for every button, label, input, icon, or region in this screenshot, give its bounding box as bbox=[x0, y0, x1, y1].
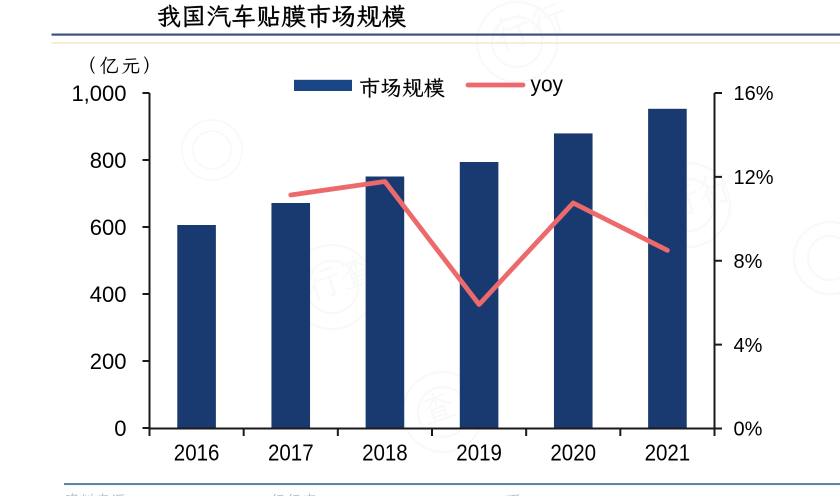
svg-text:8%: 8% bbox=[734, 251, 763, 273]
svg-text:800: 800 bbox=[90, 148, 127, 173]
svg-text:yoy: yoy bbox=[531, 71, 564, 96]
svg-text:0: 0 bbox=[114, 416, 126, 441]
svg-text:4%: 4% bbox=[734, 335, 763, 357]
svg-text:2021: 2021 bbox=[645, 440, 691, 466]
svg-text:12%: 12% bbox=[734, 167, 774, 189]
svg-text:2016: 2016 bbox=[174, 440, 220, 466]
svg-text:200: 200 bbox=[90, 349, 127, 374]
svg-text:2017: 2017 bbox=[268, 440, 314, 466]
svg-text:400: 400 bbox=[90, 282, 127, 307]
svg-text:16%: 16% bbox=[734, 83, 774, 105]
svg-text:600: 600 bbox=[90, 215, 127, 240]
svg-text:1,000: 1,000 bbox=[71, 81, 126, 106]
svg-text:2018: 2018 bbox=[362, 440, 408, 466]
svg-text:2020: 2020 bbox=[550, 440, 596, 466]
svg-text:0%: 0% bbox=[734, 419, 763, 441]
svg-text:2019: 2019 bbox=[456, 440, 502, 466]
